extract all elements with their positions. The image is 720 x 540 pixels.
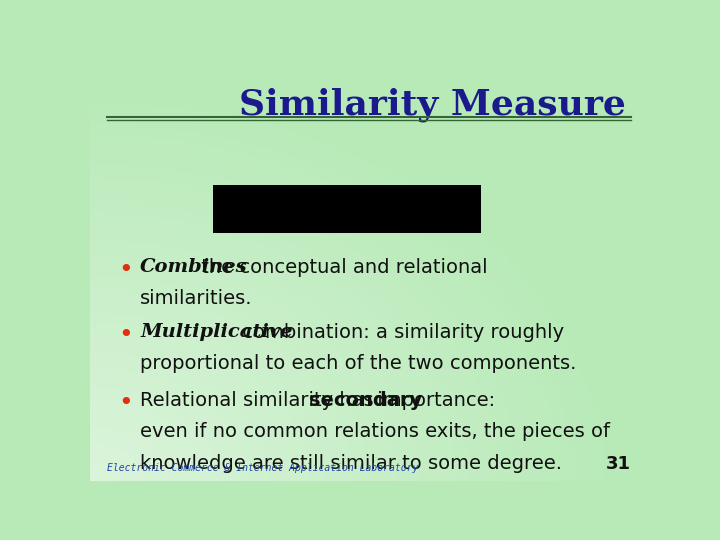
Text: secondary: secondary — [310, 391, 423, 410]
Text: Combines: Combines — [140, 258, 248, 276]
Bar — [213, 185, 481, 233]
Text: •: • — [118, 391, 132, 415]
Text: even if no common relations exits, the pieces of: even if no common relations exits, the p… — [140, 422, 611, 441]
Text: •: • — [118, 322, 132, 347]
Text: proportional to each of the two components.: proportional to each of the two componen… — [140, 354, 577, 373]
Text: combination: a similarity roughly: combination: a similarity roughly — [236, 322, 564, 342]
Text: Relational similarity has: Relational similarity has — [140, 391, 380, 410]
Text: Multiplicative: Multiplicative — [140, 322, 293, 341]
Text: knowledge are still similar to some degree.: knowledge are still similar to some degr… — [140, 454, 562, 472]
Text: •: • — [118, 258, 132, 282]
Text: similarities.: similarities. — [140, 289, 253, 308]
Text: Similarity Measure: Similarity Measure — [239, 87, 626, 122]
Text: importance:: importance: — [371, 391, 495, 410]
Text: Electronic Commerce & Internet Application Laboratory: Electronic Commerce & Internet Applicati… — [107, 463, 418, 473]
Text: the conceptual and relational: the conceptual and relational — [195, 258, 487, 277]
Text: 31: 31 — [606, 455, 631, 473]
